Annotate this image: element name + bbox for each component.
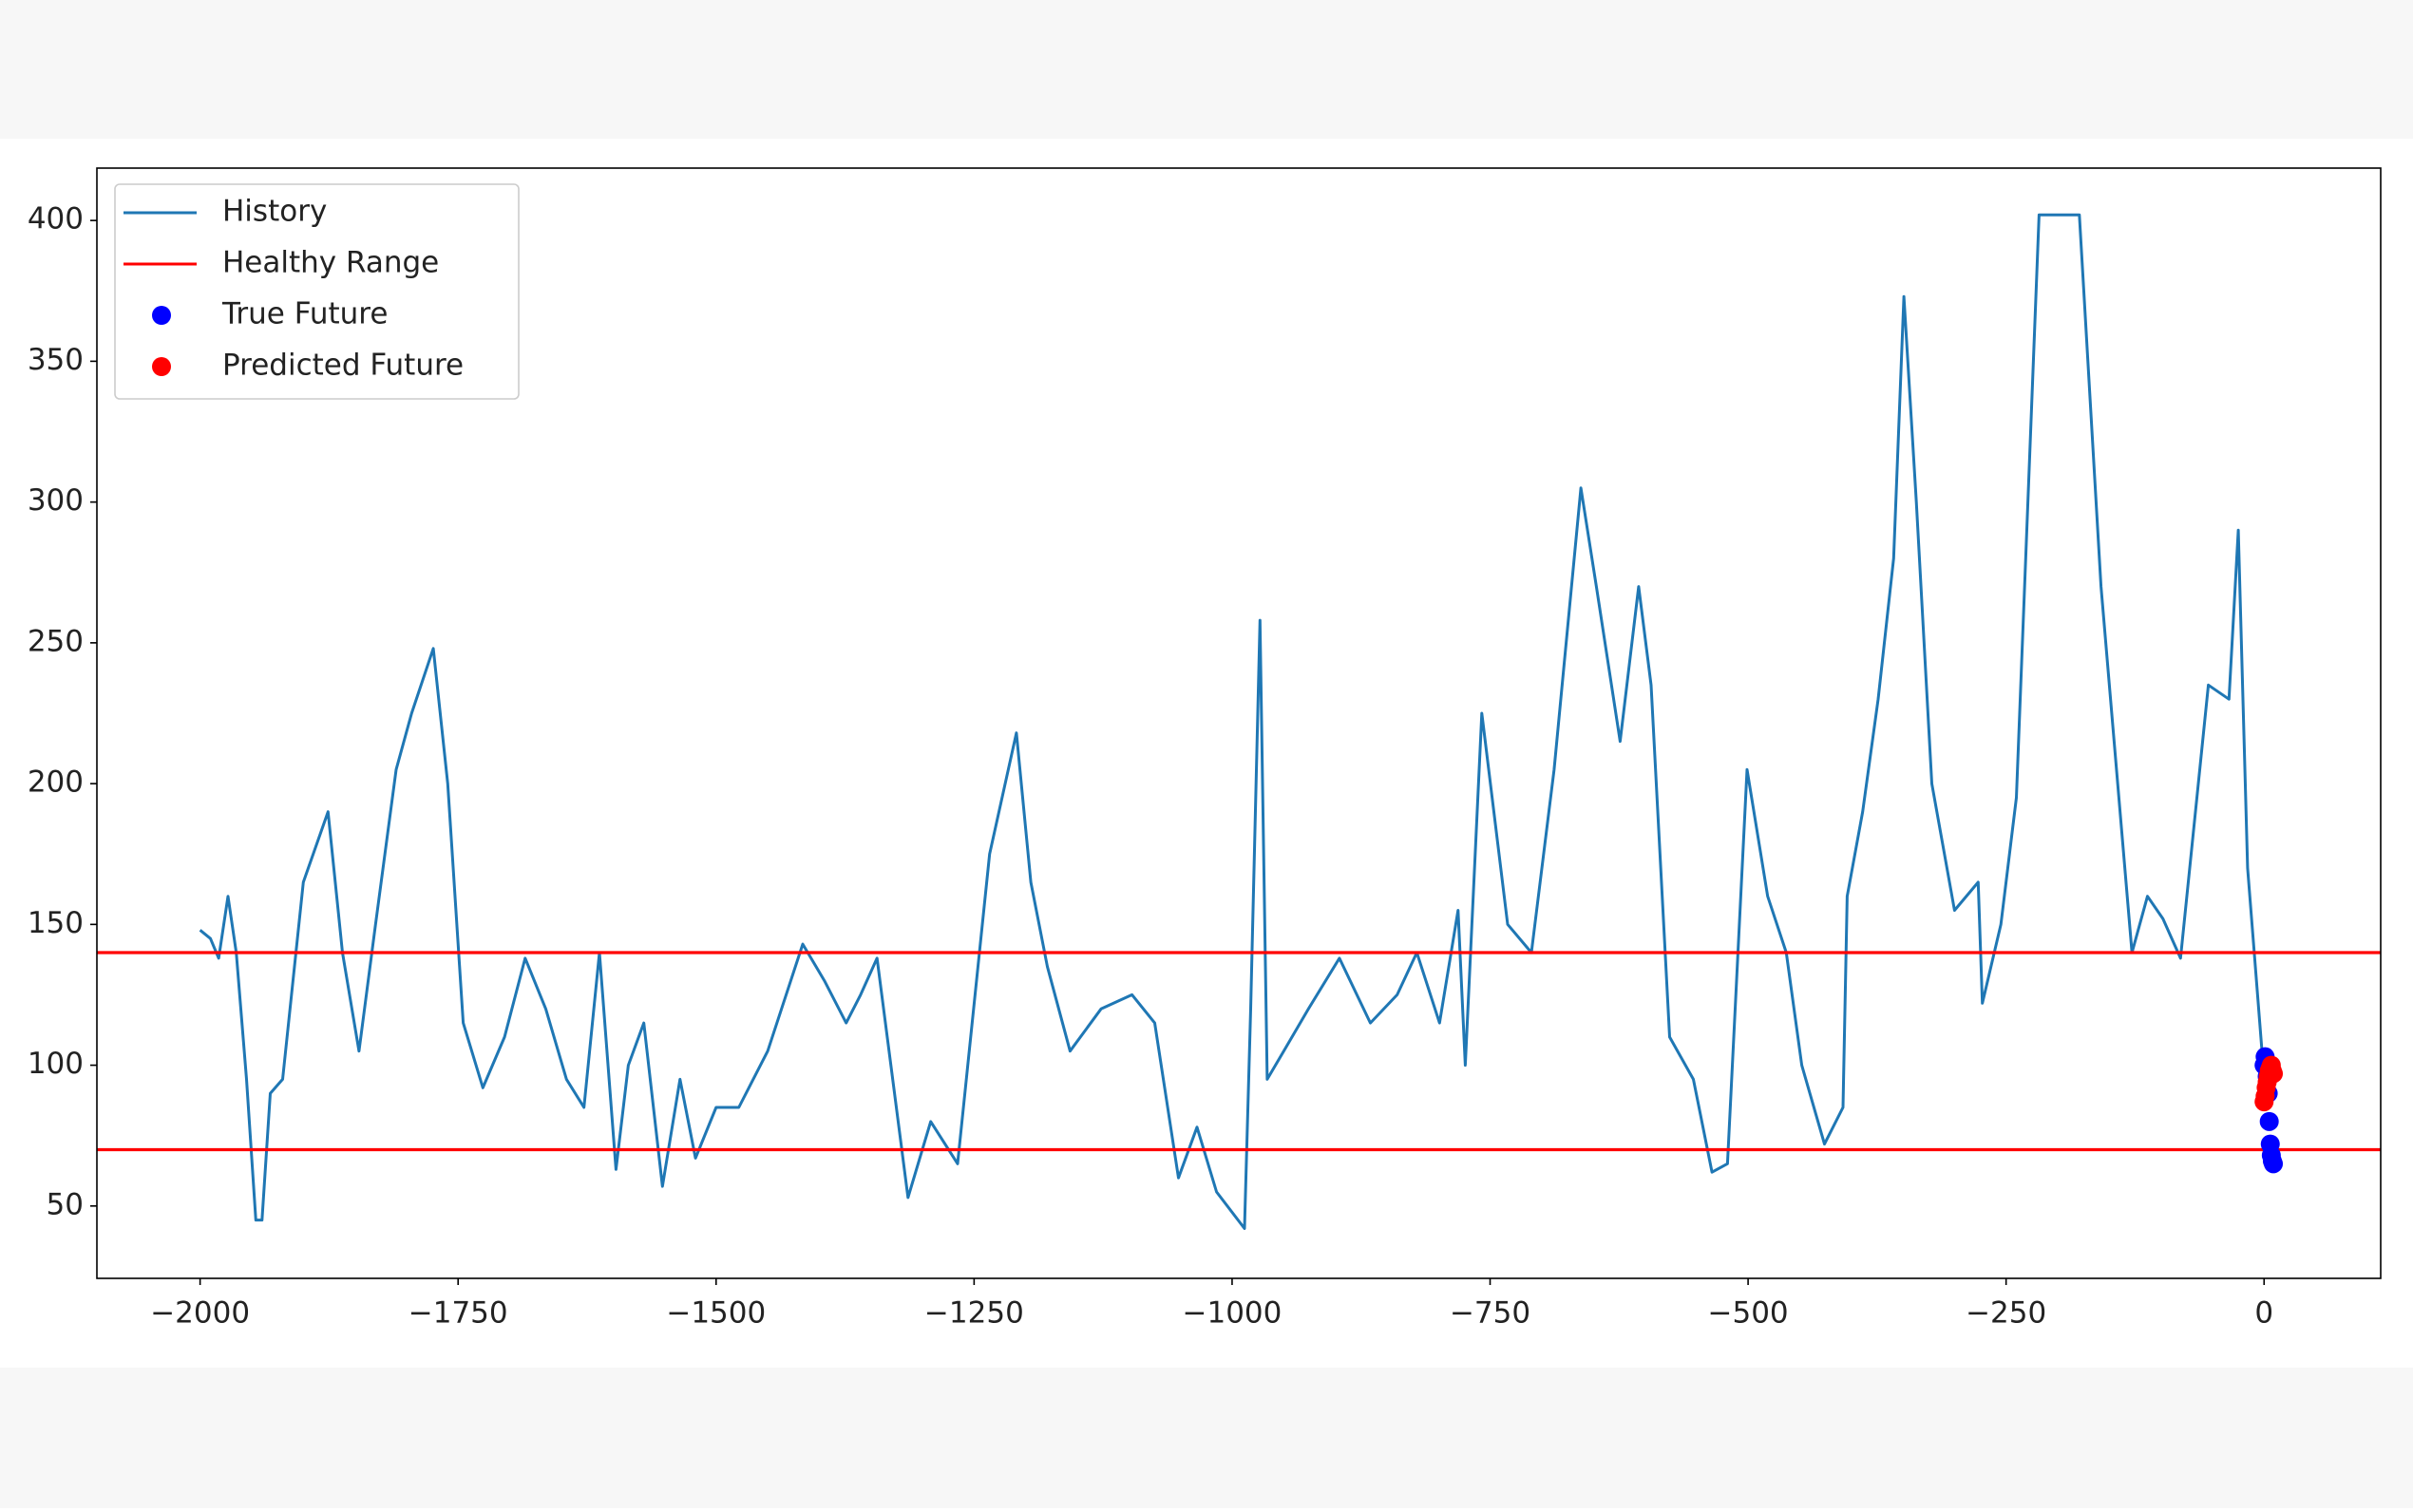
y-tick-label: 300 <box>28 483 84 518</box>
top-band <box>0 0 2413 139</box>
y-tick-label: 400 <box>28 202 84 236</box>
x-tick-label: 0 <box>2254 1296 2273 1331</box>
legend-label: Predicted Future <box>222 349 464 383</box>
point <box>2259 1111 2279 1131</box>
x-tick-label: −1000 <box>1183 1296 1282 1331</box>
bottom-band <box>0 1368 2413 1508</box>
y-tick-label: 200 <box>28 765 84 800</box>
x-tick-label: −1750 <box>408 1296 508 1331</box>
x-tick-label: −250 <box>1966 1296 2046 1331</box>
x-tick-label: −1500 <box>666 1296 766 1331</box>
legend-marker <box>152 357 171 376</box>
x-tick-label: −500 <box>1708 1296 1789 1331</box>
point <box>2264 1154 2284 1174</box>
legend-marker <box>152 306 171 325</box>
y-tick-label: 250 <box>28 624 84 658</box>
legend-box <box>114 183 520 400</box>
x-tick-label: −2000 <box>150 1296 250 1331</box>
point <box>2264 1064 2284 1084</box>
history-line <box>199 213 2265 1230</box>
x-tick-label: −1250 <box>924 1296 1024 1331</box>
y-tick-label: 350 <box>28 343 84 377</box>
legend-label: Healthy Range <box>222 246 439 280</box>
y-tick-label: 50 <box>47 1187 84 1221</box>
legend-label: History <box>222 195 327 229</box>
y-tick-label: 100 <box>28 1047 84 1081</box>
y-tick-label: 150 <box>28 906 84 940</box>
legend-label: True Future <box>221 297 388 331</box>
x-tick-label: −750 <box>1450 1296 1530 1331</box>
plot-frame <box>96 167 2382 1279</box>
